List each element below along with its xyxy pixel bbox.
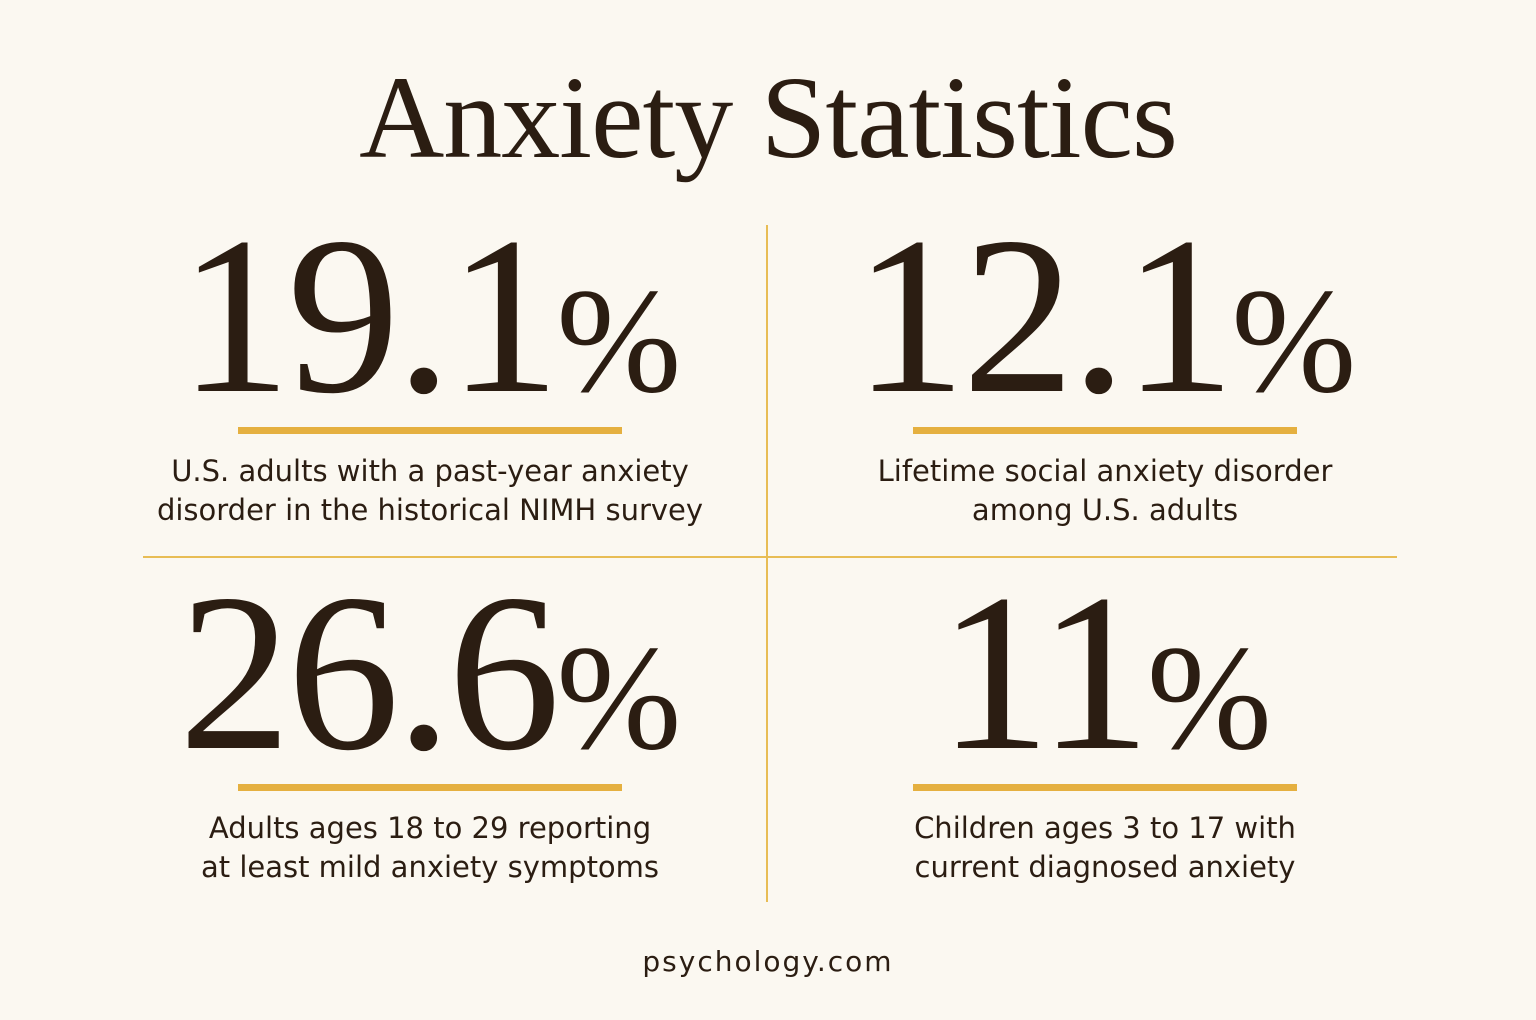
stat-unit: % [556,258,682,424]
stat-block: 19.1% U.S. adults with a past-year anxiet… [110,203,750,530]
description-line: U.S. adults with a past-year anxiety [171,454,689,488]
description-line: disorder in the historical NIMH survey [156,493,704,527]
description-line: Lifetime social anxiety disorder [877,454,1333,488]
description-line: Adults ages 18 to 29 reporting [208,811,652,845]
stat-unit: % [556,615,682,781]
description-line: at least mild anxiety symptoms [200,850,660,884]
stat-number: 11 [938,547,1151,797]
title: Anxiety Statistics [359,52,1178,183]
stat-description: Children ages 3 to 17 with current diagno… [785,809,1425,887]
description-line: current diagnosed anxiety [914,850,1296,884]
stat-value: 19.1% [110,203,750,428]
stat-unit: % [1231,258,1357,424]
stat-value: 11% [785,560,1425,785]
stat-description: U.S. adults with a past-year anxiety diso… [110,452,750,530]
footer: psychology.com [642,945,894,978]
divider [766,225,768,902]
stat-block: 26.6% Adults ages 18 to 29 reporting at le… [110,560,750,887]
stat-description: Lifetime social anxiety disorder among U.… [785,452,1425,530]
stat-value: 12.1% [785,203,1425,428]
stat-number: 19.1 [178,190,561,440]
stat-number: 26.6 [178,547,561,797]
description-line: Children ages 3 to 17 with [914,811,1296,845]
stat-number: 12.1 [853,190,1236,440]
stat-block: 12.1% Lifetime social anxiety disorder amo… [785,203,1425,530]
underline [913,427,1297,434]
stat-unit: % [1146,615,1272,781]
divider [143,556,1397,558]
description-line: among U.S. adults [971,493,1239,527]
stat-block: 11% Children ages 3 to 17 with current dia… [785,560,1425,887]
stat-description: Adults ages 18 to 29 reporting at least m… [110,809,750,887]
underline [238,427,622,434]
underline [913,784,1297,791]
stat-value: 26.6% [110,560,750,785]
underline [238,784,622,791]
